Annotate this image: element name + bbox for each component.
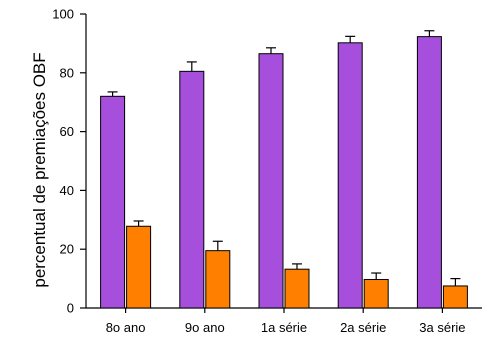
x-tick-label: 8o ano xyxy=(106,320,146,335)
y-tick-label: 40 xyxy=(60,183,74,198)
y-tick-label: 60 xyxy=(60,124,74,139)
bar-series-1 xyxy=(179,70,205,309)
y-tick-label: 100 xyxy=(52,7,74,22)
y-tick-label: 80 xyxy=(60,65,74,80)
bar-series-2 xyxy=(205,250,231,309)
x-tick-label: 3a série xyxy=(419,320,465,335)
plot-area: 0 20 40 60 80 100 8o ano 9o ano 1a série 2a série… xyxy=(52,7,482,335)
x-tick-label: 2a série xyxy=(340,320,386,335)
bar-series-2 xyxy=(363,278,389,309)
bar-series-2 xyxy=(126,225,152,309)
bar-series-1 xyxy=(337,42,363,309)
y-tick-label: 0 xyxy=(67,301,74,316)
x-tick-label: 1a série xyxy=(261,320,307,335)
y-tick-label: 20 xyxy=(60,242,74,257)
x-tick-label: 9o ano xyxy=(185,320,225,335)
bar-series-1 xyxy=(258,53,284,309)
bar-series-2 xyxy=(284,268,310,309)
y-axis-title: percentual de premiações OBF xyxy=(30,52,49,287)
bar-series-1 xyxy=(100,95,126,309)
bar-series-2 xyxy=(442,285,468,309)
bar-series-1 xyxy=(416,36,442,309)
